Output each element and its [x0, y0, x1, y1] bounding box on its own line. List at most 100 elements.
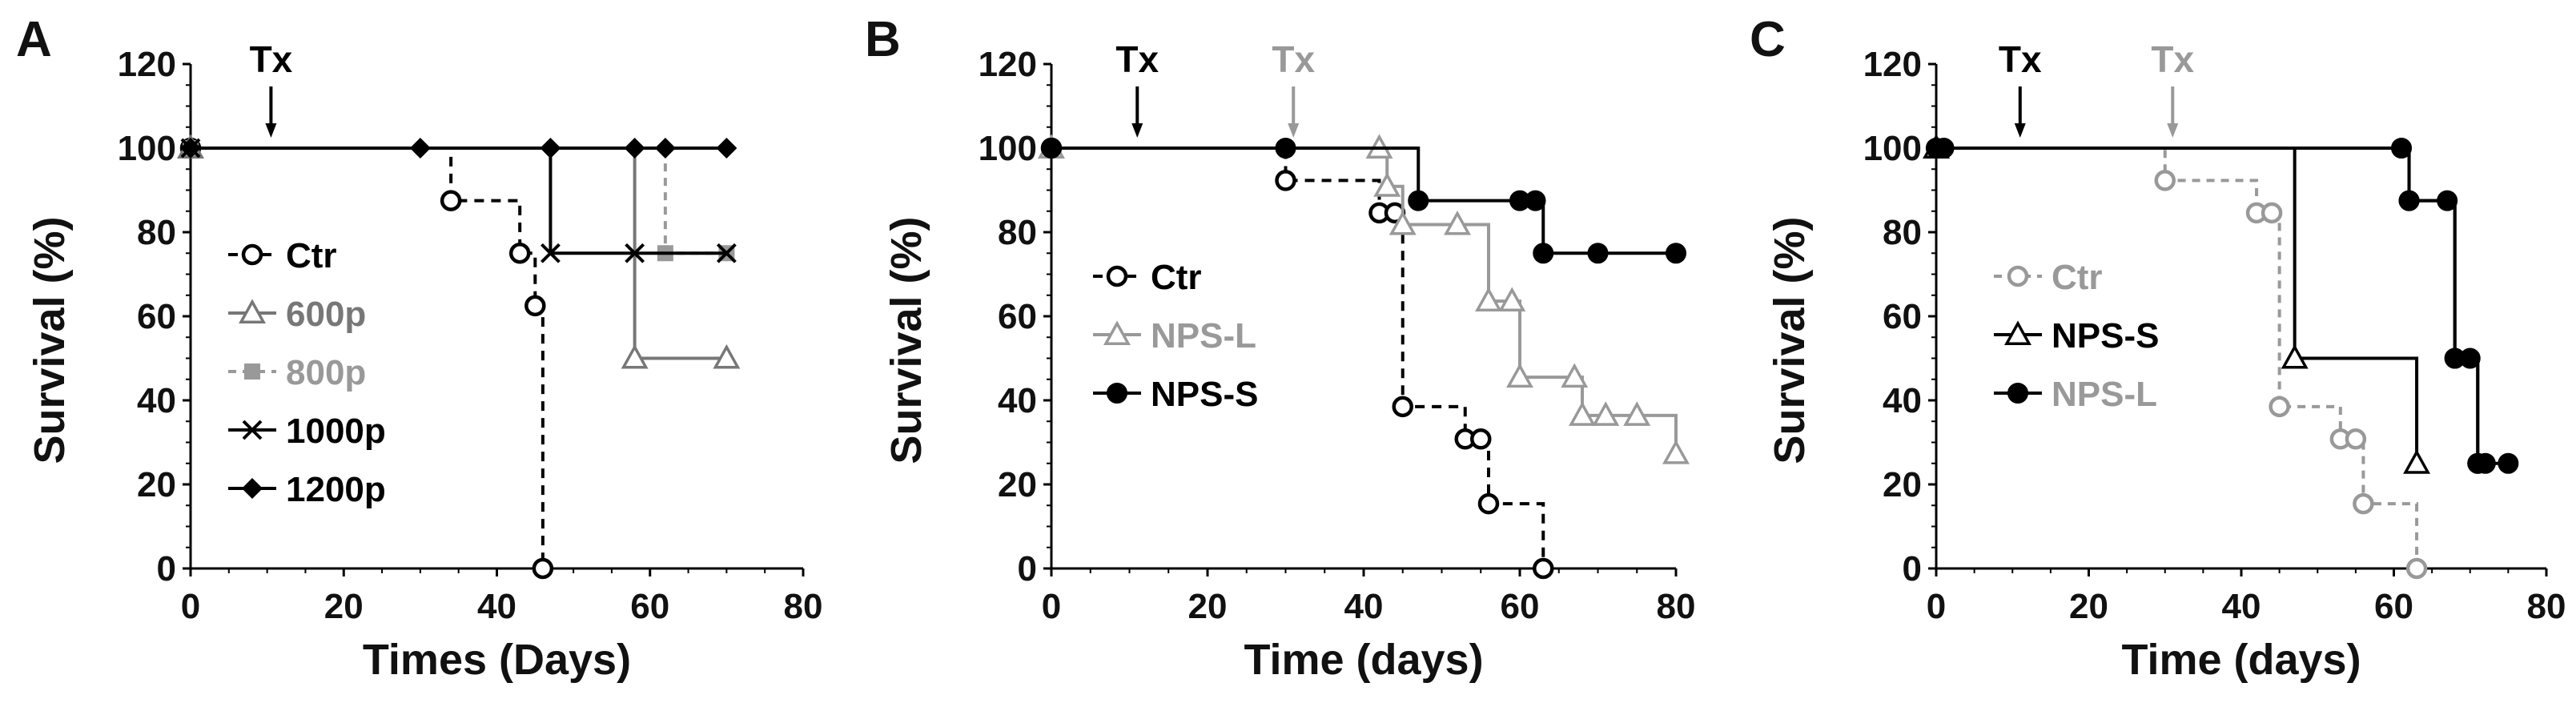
y-tick-label: 80	[1883, 213, 1922, 252]
y-tick-label: 80	[998, 213, 1037, 252]
panel-label: A	[16, 12, 52, 67]
series-line	[1936, 147, 2509, 465]
series-nps-l	[1038, 134, 1690, 464]
tx-annotation: Tx	[1272, 38, 1315, 80]
data-point	[1373, 172, 1401, 197]
y-axis-label: Survival (%)	[1766, 216, 1814, 464]
data-point	[2398, 190, 2420, 211]
data-point	[1569, 401, 1596, 426]
legend-label: 1200p	[286, 470, 386, 509]
x-tick-label: 20	[324, 587, 364, 626]
x-tick-label: 40	[1344, 587, 1384, 626]
x-tick-label: 0	[1042, 587, 1061, 626]
x-axis-label: Time (days)	[2121, 636, 2361, 684]
tx-annotation: Tx	[1999, 38, 2042, 80]
panel-B: B 0 20 40 60 80 100 120 0 20 40 60 80 Time (days) Surv…	[865, 12, 1695, 684]
data-point	[2437, 190, 2458, 211]
x-tick-label: 0	[1927, 587, 1946, 626]
data-point	[541, 243, 561, 263]
series-line	[1936, 147, 2419, 464]
tx-arrow-head	[1131, 123, 1143, 138]
data-point	[1275, 138, 1296, 159]
data-point	[2405, 557, 2428, 580]
x-tick-label: 60	[630, 587, 669, 626]
y-tick-label: 120	[1863, 45, 1922, 84]
tx-annotation: Tx	[2151, 38, 2194, 80]
legend-label: Ctr	[1151, 258, 1202, 297]
legend-marker	[1107, 383, 1127, 404]
x-tick-label: 20	[2069, 587, 2108, 626]
data-point	[2281, 343, 2309, 369]
series-line	[1936, 147, 2419, 568]
data-point	[713, 343, 741, 369]
data-point	[1933, 138, 1955, 159]
legend-marker	[2007, 383, 2028, 404]
panel-label: C	[1750, 12, 1786, 67]
data-point	[1662, 440, 1690, 464]
legend-label: 1000p	[286, 412, 386, 451]
legend-item: NPS-L	[1994, 375, 2157, 414]
series-nps-s	[1041, 138, 1686, 264]
data-point	[2261, 202, 2283, 224]
y-tick-label: 100	[1863, 129, 1922, 168]
data-point	[1392, 396, 1413, 418]
x-axis-label: Time (days)	[1244, 636, 1483, 684]
series-ctr	[179, 137, 554, 580]
x-tick-label: 80	[2527, 587, 2566, 626]
x-tick-label: 80	[784, 587, 823, 626]
legend-marker	[1106, 265, 1128, 287]
x-tick-label: 40	[2222, 587, 2261, 626]
series-1200p	[180, 138, 737, 159]
data-point	[508, 243, 531, 264]
y-tick-label: 60	[1883, 297, 1922, 336]
data-point	[1592, 401, 1620, 426]
legend-label: Ctr	[2052, 258, 2103, 297]
data-point	[1475, 287, 1502, 312]
data-point	[180, 138, 201, 159]
legend-marker	[2007, 265, 2029, 287]
data-point	[1408, 190, 1429, 211]
data-point	[540, 138, 561, 159]
data-point	[1561, 363, 1589, 388]
data-point	[1498, 287, 1526, 312]
tx-annotation: Tx	[1115, 38, 1159, 80]
y-tick-label: 120	[979, 45, 1037, 84]
data-point	[1533, 557, 1554, 580]
series-line	[1051, 147, 1676, 255]
data-point	[621, 343, 649, 369]
data-point	[625, 243, 645, 263]
series-nps-l	[1926, 138, 2519, 474]
tx-arrow-head	[1288, 123, 1300, 138]
data-point	[1477, 492, 1500, 515]
data-point	[2403, 449, 2431, 474]
legend-label: NPS-S	[1151, 375, 1258, 414]
legend-label: NPS-S	[2052, 316, 2159, 355]
data-point	[2269, 396, 2290, 418]
data-point	[1525, 190, 1546, 211]
y-tick-label: 60	[137, 297, 176, 336]
y-tick-label: 0	[1903, 549, 1922, 588]
data-point	[1587, 243, 1609, 264]
legend-marker	[244, 364, 260, 380]
data-point	[654, 138, 676, 159]
legend-item: Ctr	[1994, 258, 2103, 297]
legend-item: 800p	[228, 353, 366, 392]
data-point	[716, 243, 737, 263]
y-tick-label: 40	[1883, 381, 1922, 420]
series-ctr	[1040, 137, 1554, 580]
legend-label: NPS-L	[1151, 316, 1256, 355]
y-axis-label: Survival (%)	[882, 216, 930, 464]
data-point	[409, 138, 431, 159]
x-axis-label: Times (Days)	[363, 636, 631, 684]
series-nps-s	[1923, 134, 2431, 474]
data-point	[2474, 452, 2496, 474]
legend-label: NPS-L	[2052, 375, 2157, 414]
legend-item: 600p	[228, 295, 366, 334]
data-point	[1666, 243, 1686, 264]
y-tick-label: 100	[979, 129, 1037, 168]
y-tick-label: 40	[998, 381, 1037, 420]
data-point	[1275, 170, 1296, 191]
y-axis-label: Survival (%)	[26, 216, 74, 464]
